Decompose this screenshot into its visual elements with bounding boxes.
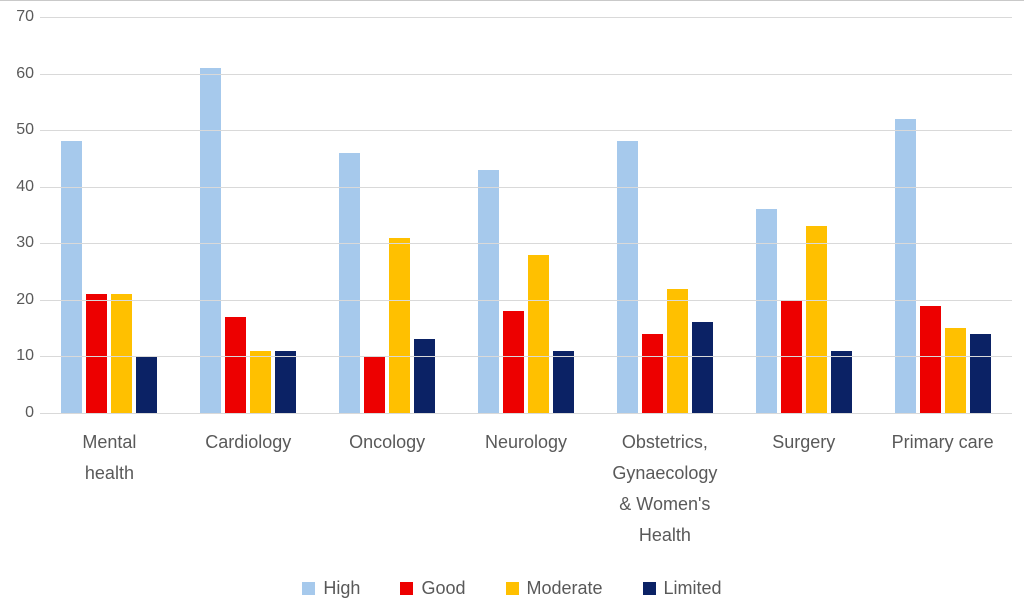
bar-moderate xyxy=(250,351,272,413)
bar-moderate xyxy=(666,289,688,413)
legend-item-limited: Limited xyxy=(642,578,722,599)
y-axis-tick-label: 40 xyxy=(16,178,34,195)
bar-moderate xyxy=(805,226,827,413)
y-axis-tick-label: 70 xyxy=(16,8,34,25)
gridline xyxy=(40,187,1012,188)
bar-group xyxy=(318,0,457,413)
bar-high xyxy=(755,209,777,413)
bar-group xyxy=(40,0,179,413)
gridline xyxy=(40,243,1012,244)
x-axis-category-label: Surgery xyxy=(772,432,836,452)
legend-swatch-icon xyxy=(505,582,519,595)
legend-item-high: High xyxy=(302,578,360,599)
bar-high xyxy=(61,141,83,413)
x-axis-category-label: Cardiology xyxy=(205,432,292,452)
y-axis-tick-label: 10 xyxy=(16,347,34,364)
bar-limited xyxy=(830,351,852,413)
bar-group xyxy=(873,0,1012,413)
bar-high xyxy=(894,119,916,413)
x-axis-category-label: Mental health xyxy=(82,432,137,483)
legend-swatch-icon xyxy=(400,582,414,595)
bar-good xyxy=(919,306,941,413)
bar-good xyxy=(364,356,386,413)
gridline xyxy=(40,356,1012,357)
bar-limited xyxy=(275,351,297,413)
bar-limited xyxy=(969,334,991,413)
bar-limited xyxy=(414,339,436,413)
bar-limited xyxy=(553,351,574,413)
bar-group xyxy=(595,0,734,413)
chart-top-border xyxy=(0,0,1024,1)
legend-label: Good xyxy=(421,578,466,598)
y-axis-tick-label: 0 xyxy=(25,404,34,421)
bar-group xyxy=(457,0,596,413)
y-axis-tick-label: 60 xyxy=(16,65,34,82)
bar-good xyxy=(641,334,663,413)
legend-swatch-icon xyxy=(642,582,656,595)
legend-swatch-icon xyxy=(302,582,316,595)
x-axis-category-label: Neurology xyxy=(484,432,568,452)
bar-good xyxy=(86,294,108,413)
gridline xyxy=(40,300,1012,301)
bar-moderate xyxy=(389,238,411,413)
bars-row xyxy=(40,0,1012,413)
bar-group xyxy=(734,0,873,413)
plot-area xyxy=(40,0,1012,414)
y-axis: 0 10 20 30 40 50 60 70 xyxy=(0,0,34,421)
bar-group xyxy=(179,0,318,413)
gridline xyxy=(40,413,1012,414)
gridline xyxy=(40,74,1012,75)
legend-label: Moderate xyxy=(526,578,603,598)
legend-item-moderate: Moderate xyxy=(505,578,603,599)
x-axis-category-label: Primary care xyxy=(891,432,994,452)
x-axis-category-label: Oncology xyxy=(349,432,426,452)
bar-limited xyxy=(136,356,158,413)
bar-high xyxy=(616,141,638,413)
gridline xyxy=(40,130,1012,131)
bar-high xyxy=(200,68,222,413)
bar-good xyxy=(503,311,524,413)
gridline xyxy=(40,17,1012,18)
bar-limited xyxy=(691,322,713,413)
bar-moderate xyxy=(944,328,966,413)
bar-high xyxy=(478,170,499,413)
bar-moderate xyxy=(528,255,549,413)
x-axis-labels: Mental health Cardiology Oncology Neurology… xyxy=(40,427,1012,551)
legend: High Good Moderate Limited xyxy=(0,578,1024,599)
y-axis-tick-label: 50 xyxy=(16,121,34,138)
bar-good xyxy=(225,317,247,413)
legend-label: High xyxy=(323,578,361,598)
legend-label: Limited xyxy=(663,578,722,598)
y-axis-tick-label: 30 xyxy=(16,234,34,251)
bar-high xyxy=(339,153,361,413)
x-axis-category-label: Obstetrics, Gynaecology & Women's Health xyxy=(612,432,718,545)
bar-moderate xyxy=(111,294,133,413)
y-axis-tick-label: 20 xyxy=(16,291,34,308)
legend-item-good: Good xyxy=(400,578,466,599)
